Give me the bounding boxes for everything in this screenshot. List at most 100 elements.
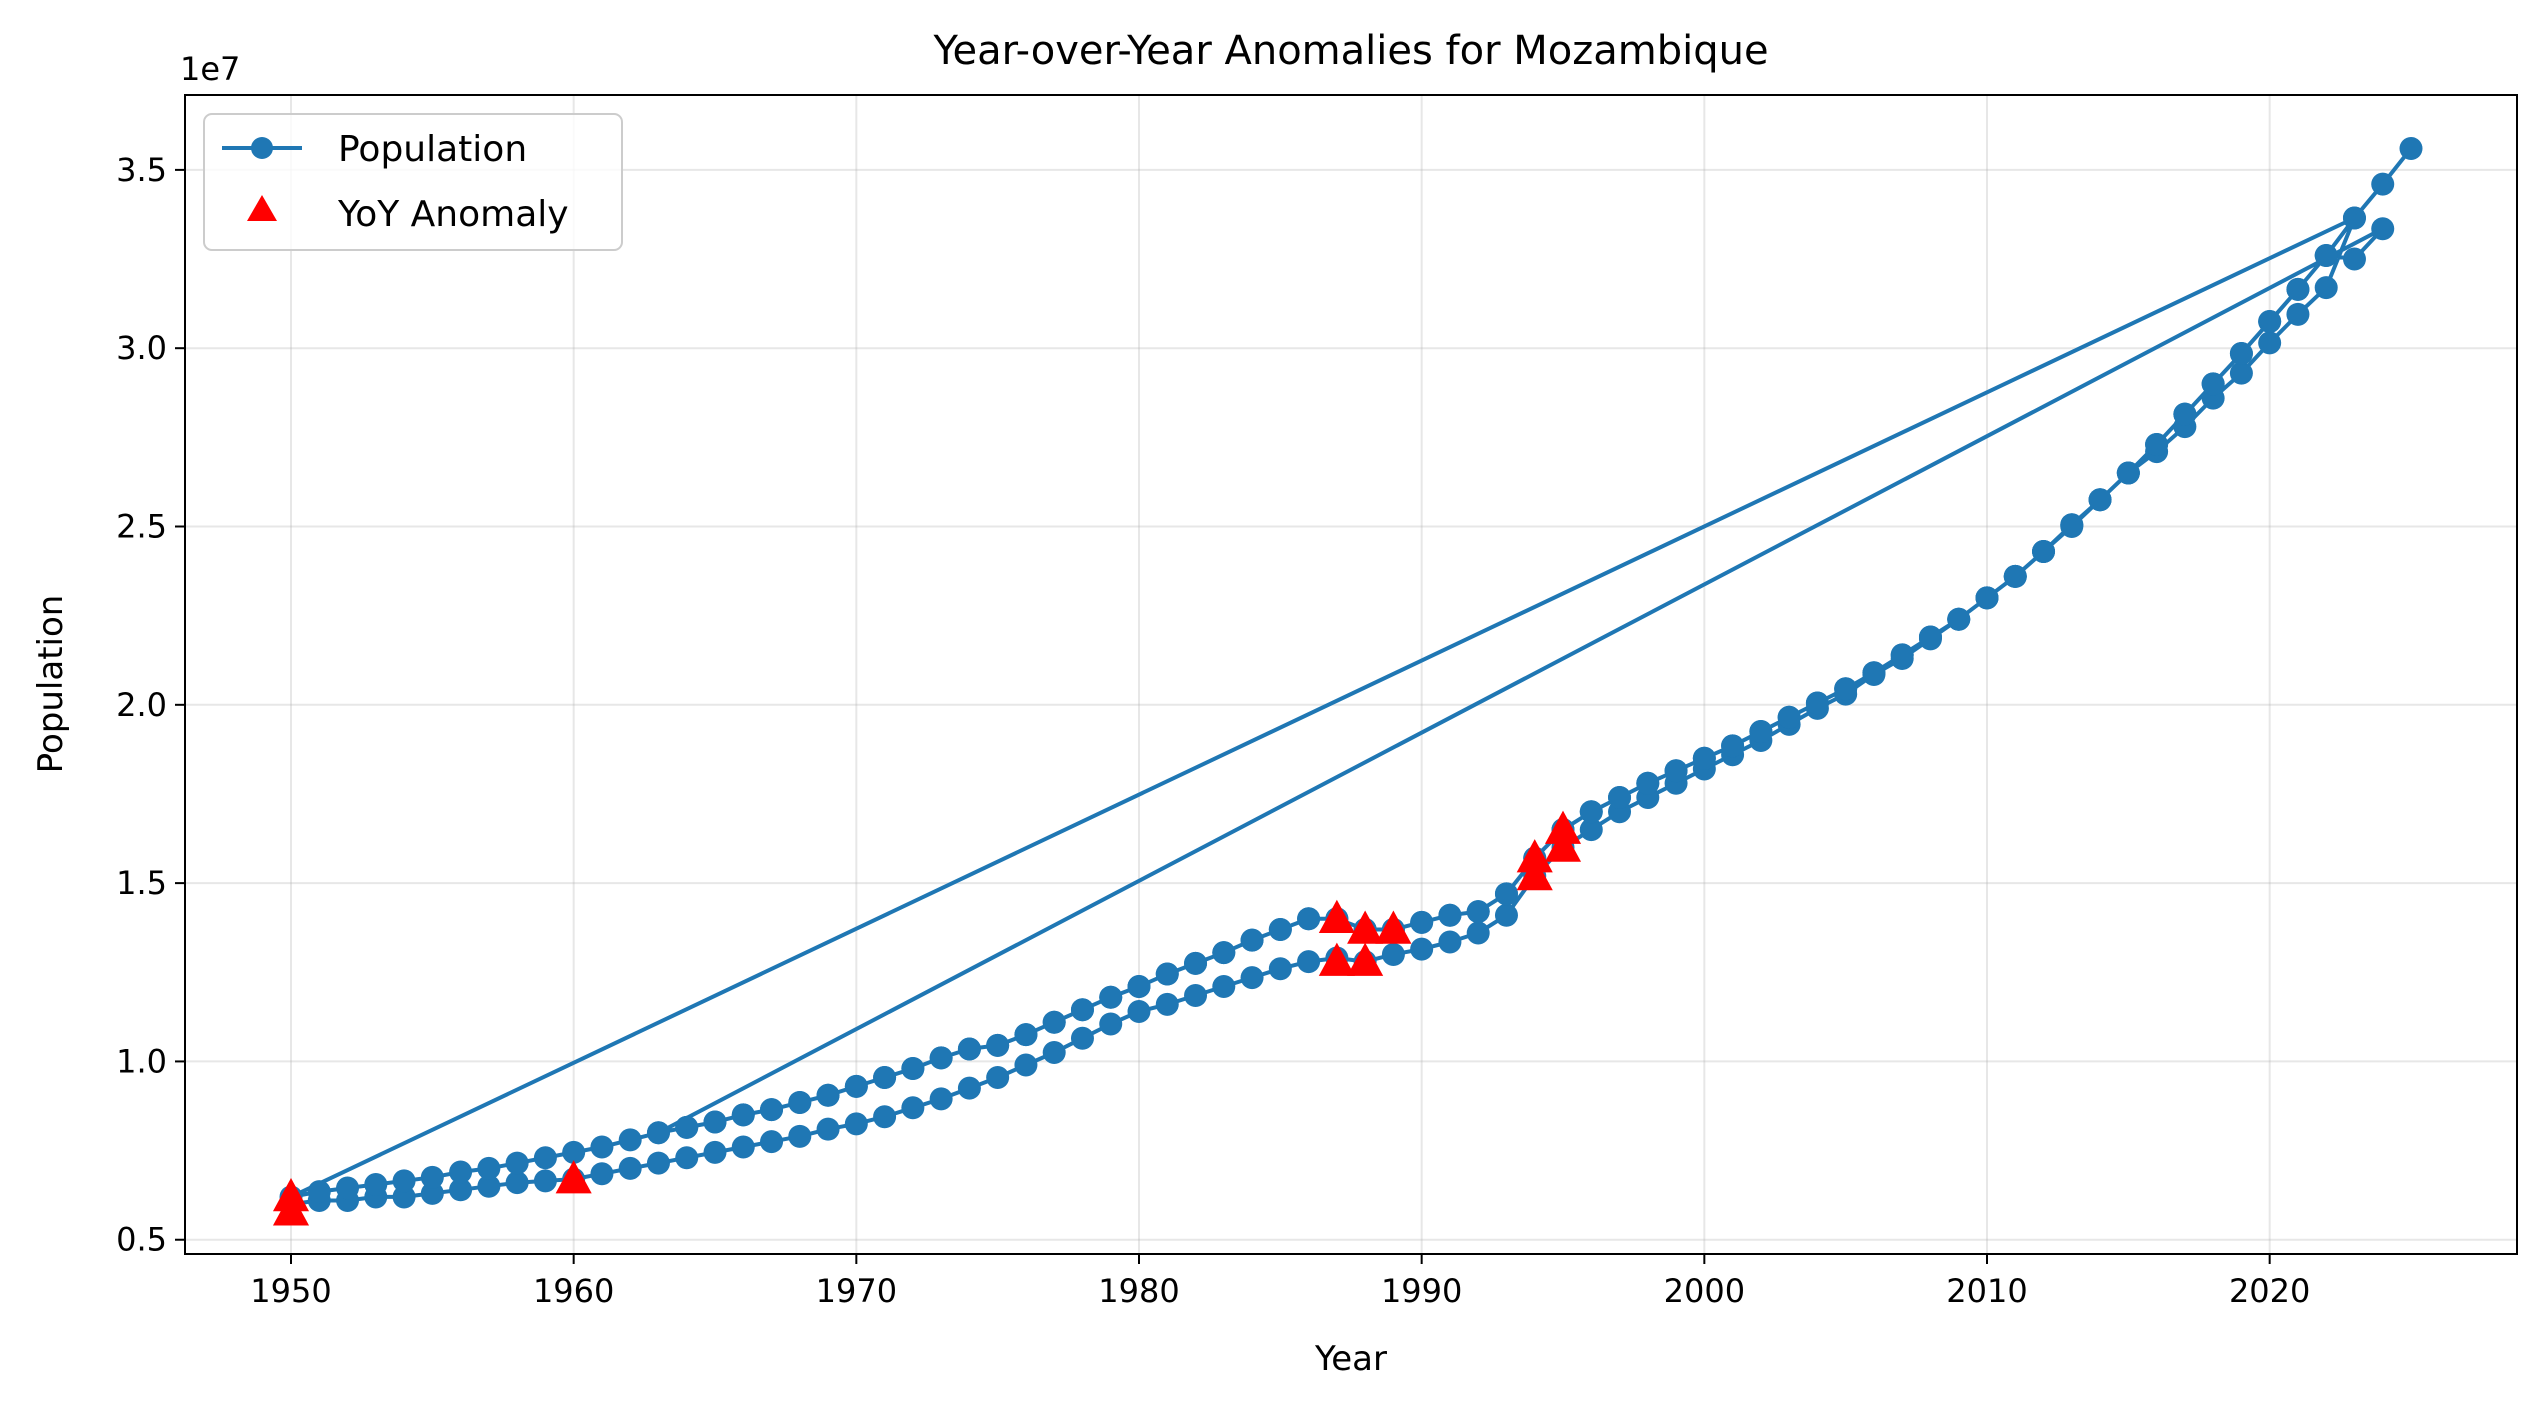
population-point <box>1212 975 1236 999</box>
population-point <box>1155 962 1179 986</box>
x-tick-label: 1970 <box>816 1272 897 1310</box>
population-point <box>2173 402 2197 426</box>
legend-anomaly-label: YoY Anomaly <box>337 194 569 235</box>
x-tick-label: 1990 <box>1381 1272 1462 1310</box>
x-tick-label: 1980 <box>1098 1272 1179 1310</box>
population-point <box>1692 746 1716 770</box>
population-point <box>2314 276 2338 300</box>
y-tick-label: 2.5 <box>116 508 167 546</box>
population-point <box>873 1105 897 1129</box>
population-point <box>1494 903 1518 927</box>
population-point <box>2342 206 2366 230</box>
population-point <box>562 1140 586 1164</box>
population-point <box>1070 1026 1094 1050</box>
population-point <box>731 1103 755 1127</box>
population-point <box>1212 941 1236 965</box>
axes-frame <box>184 94 2518 1255</box>
population-point <box>1155 992 1179 1016</box>
x-tick-label: 2000 <box>1664 1272 1745 1310</box>
population-point <box>646 1151 670 1175</box>
population-point <box>957 1076 981 1100</box>
population-point <box>1918 625 1942 649</box>
y-tick-label: 1.0 <box>116 1042 167 1080</box>
population-point <box>986 1033 1010 1057</box>
population-point <box>2342 247 2366 271</box>
population-point <box>844 1112 868 1136</box>
population-point <box>957 1037 981 1061</box>
population-point <box>986 1065 1010 1089</box>
population-point <box>1608 786 1632 810</box>
x-tick-label: 2010 <box>1946 1272 2027 1310</box>
anomaly-point <box>1544 810 1582 844</box>
population-point <box>1127 975 1151 999</box>
population-point <box>929 1046 953 1070</box>
population-point <box>2371 172 2395 196</box>
population-point <box>1410 910 1434 934</box>
population-point <box>929 1087 953 1111</box>
grid-lines <box>185 95 2517 1254</box>
y-tick-label: 3.0 <box>116 329 167 367</box>
population-point <box>449 1178 473 1202</box>
population-point <box>1127 1000 1151 1024</box>
population-point <box>1297 907 1321 931</box>
anomaly-point <box>1347 942 1384 976</box>
population-point <box>1099 985 1123 1009</box>
plot-area <box>272 136 2423 1226</box>
anomaly-point <box>555 1160 592 1194</box>
population-point <box>590 1135 614 1159</box>
population-point <box>1579 800 1603 824</box>
population-point <box>505 1171 529 1195</box>
population-point <box>2088 488 2112 512</box>
y-tick-label: 2.0 <box>116 686 167 724</box>
legend-anomaly-marker <box>247 195 277 221</box>
population-point <box>618 1156 642 1180</box>
anomaly-point <box>1318 942 1355 976</box>
population-point <box>731 1135 755 1159</box>
population-point <box>1749 720 1773 744</box>
x-tick-label: 2020 <box>2229 1272 2310 1310</box>
population-point <box>1268 917 1292 941</box>
population-point <box>1975 586 1999 610</box>
population-point <box>1777 705 1801 729</box>
population-point <box>2314 243 2338 267</box>
x-axis: 1950 1960 1970 1980 1990 2000 2010 2020 <box>250 1254 2310 1310</box>
population-point <box>901 1096 925 1120</box>
population-point <box>1721 734 1745 758</box>
population-point <box>646 1121 670 1145</box>
y-offset-text: 1e7 <box>180 50 240 88</box>
population-point <box>2286 302 2310 326</box>
y-axis-label: Population <box>31 595 71 774</box>
x-tick-label: 1960 <box>533 1272 614 1310</box>
population-point <box>816 1117 840 1141</box>
population-point <box>2145 432 2169 456</box>
anomaly-point <box>272 1177 310 1212</box>
population-point <box>392 1185 416 1209</box>
population-point <box>2371 217 2395 241</box>
population-point <box>1890 643 1914 667</box>
population-point <box>505 1151 529 1175</box>
population-point <box>2116 461 2140 485</box>
population-point <box>2003 564 2027 588</box>
population-point <box>2229 342 2253 366</box>
population-point <box>1805 691 1829 715</box>
legend-item-population: Population <box>222 129 527 170</box>
population-point <box>392 1169 416 1193</box>
anomaly-point <box>1516 839 1553 873</box>
legend-box <box>203 113 623 251</box>
population-point <box>364 1172 388 1196</box>
x-axis-label: Year <box>1314 1339 1387 1379</box>
population-point <box>590 1162 614 1186</box>
population-point <box>703 1110 727 1134</box>
population-point <box>788 1124 812 1148</box>
population-point <box>1297 950 1321 974</box>
population-point <box>1410 937 1434 961</box>
population-point <box>1184 983 1208 1007</box>
y-axis: 0.5 1.0 1.5 2.0 2.5 3.0 3.5 <box>116 151 185 1259</box>
y-tick-label: 1.5 <box>116 864 167 902</box>
population-point <box>2286 277 2310 301</box>
population-point <box>844 1074 868 1098</box>
population-point <box>2229 361 2253 385</box>
population-point <box>1664 759 1688 783</box>
population-point <box>901 1057 925 1081</box>
legend: Population YoY Anomaly <box>203 113 623 251</box>
